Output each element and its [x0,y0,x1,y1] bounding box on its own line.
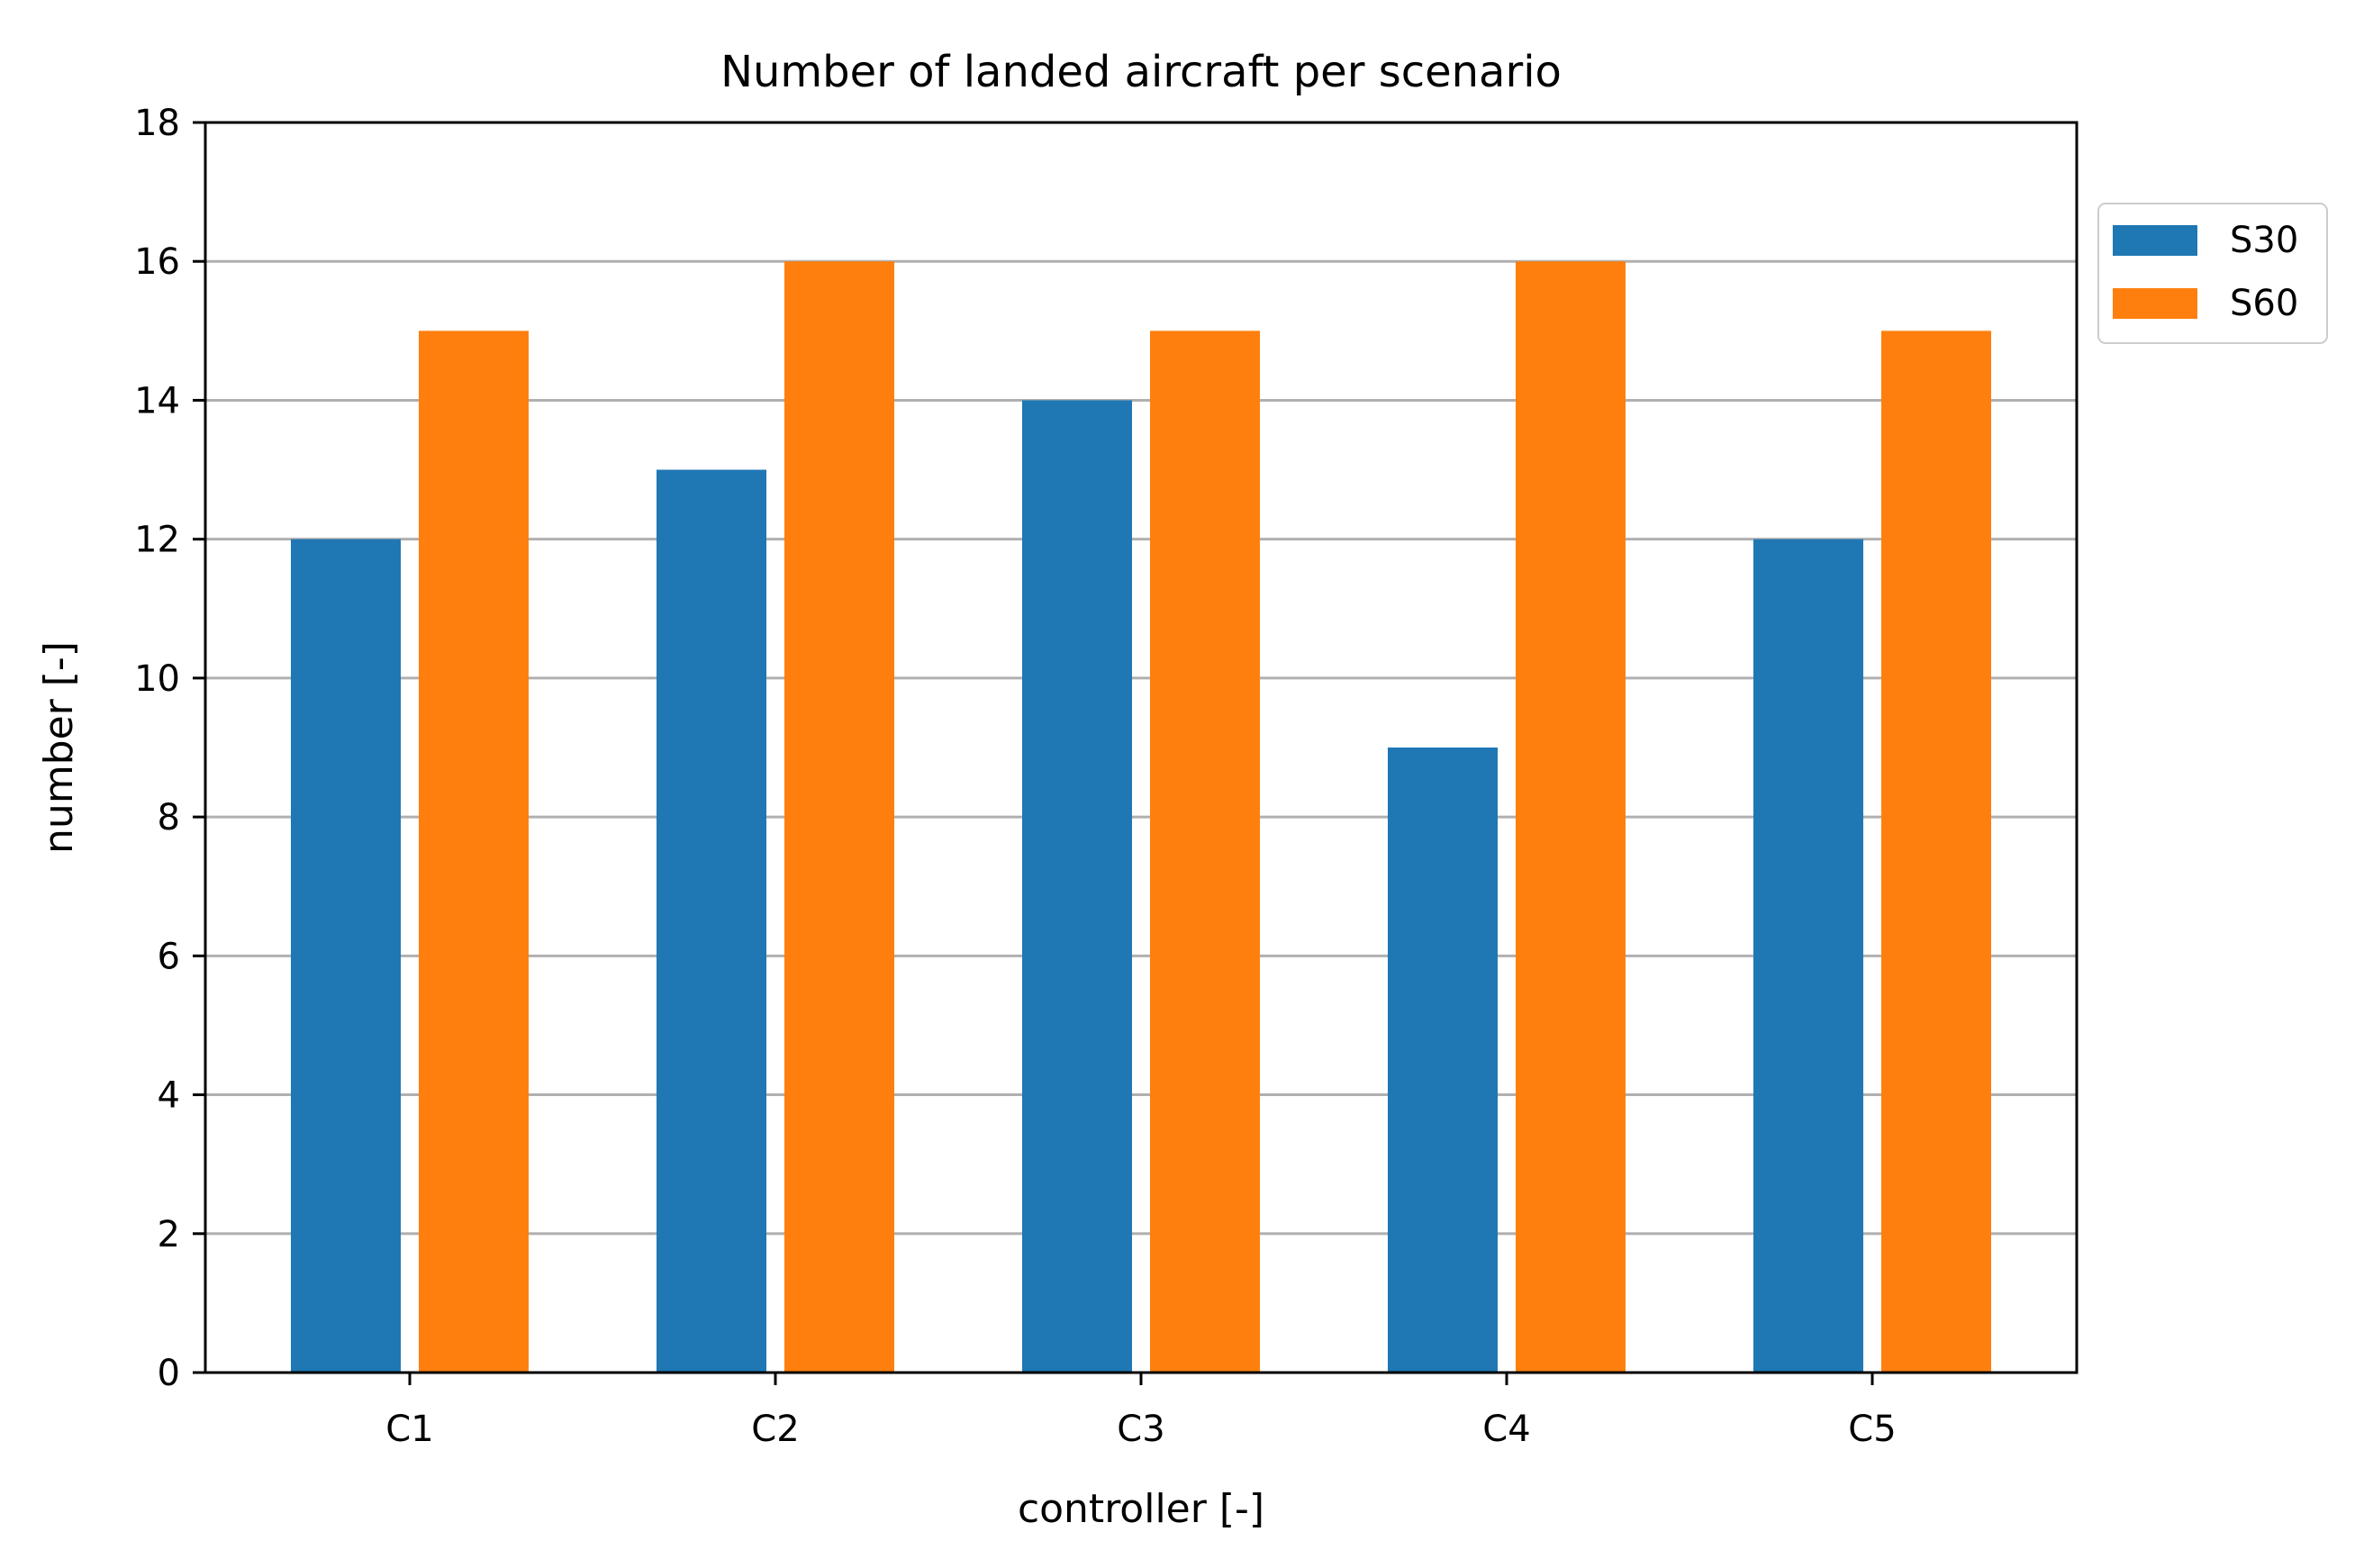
y-tick-label: 18 [134,103,180,144]
bar-s30-c4 [1388,748,1498,1373]
legend-label-s30: S30 [2230,220,2298,261]
y-tick-label: 12 [134,520,180,561]
y-tick-label: 8 [158,797,180,838]
chart-title: Number of landed aircraft per scenario [720,47,1562,97]
y-tick-label: 16 [134,241,180,283]
x-tick-label: C3 [1117,1409,1164,1450]
bar-s30-c5 [1753,539,1863,1373]
y-tick-label: 0 [158,1353,180,1394]
x-tick-label: C1 [385,1409,433,1450]
legend-label-s60: S60 [2230,283,2298,324]
bars [291,261,1991,1373]
legend: S30 S60 [2097,203,2328,344]
y-tick-label: 10 [134,658,180,700]
y-tick-label: 14 [134,380,180,421]
y-tick-label: 2 [158,1214,180,1255]
x-axis-label: controller [-] [1018,1486,1264,1532]
x-tick-label: C4 [1482,1409,1530,1450]
y-tick-label: 4 [158,1075,180,1117]
bar-s60-c4 [1516,261,1626,1373]
y-tick-label: 6 [158,936,180,977]
bar-s30-c2 [657,469,766,1373]
x-tick-label: C2 [751,1409,799,1450]
bar-s30-c3 [1022,400,1132,1373]
y-axis-label: number [-] [36,641,82,854]
y-axis-ticks: 0 2 4 6 8 10 12 14 16 18 [134,103,205,1394]
legend-swatch-s30 [2113,225,2197,256]
legend-swatch-s60 [2113,288,2197,319]
x-tick-label: C5 [1848,1409,1896,1450]
bar-s30-c1 [291,539,401,1373]
bar-s60-c3 [1150,331,1260,1373]
bar-s60-c2 [784,261,894,1373]
bar-s60-c5 [1881,331,1991,1373]
x-axis-ticks: C1 C2 C3 C4 C5 [385,1373,1897,1450]
bar-s60-c1 [419,331,529,1373]
